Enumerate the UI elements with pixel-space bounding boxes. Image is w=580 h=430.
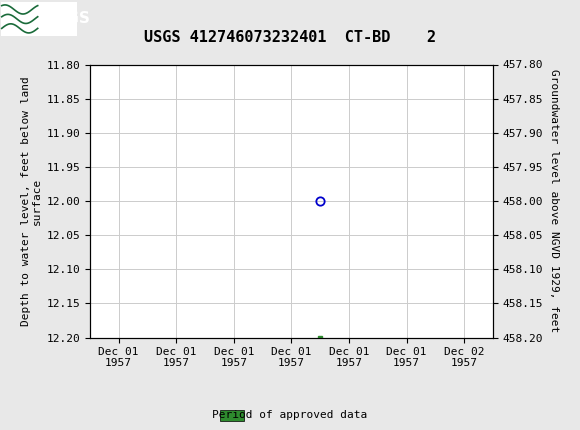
Text: USGS 412746073232401  CT-BD    2: USGS 412746073232401 CT-BD 2 [144,31,436,45]
Text: USGS: USGS [44,12,90,26]
Y-axis label: Depth to water level, feet below land
surface: Depth to water level, feet below land su… [21,76,42,326]
Bar [1,2,77,36]
Y-axis label: Groundwater level above NGVD 1929, feet: Groundwater level above NGVD 1929, feet [549,69,559,333]
Text: Period of approved data: Period of approved data [212,410,368,420]
